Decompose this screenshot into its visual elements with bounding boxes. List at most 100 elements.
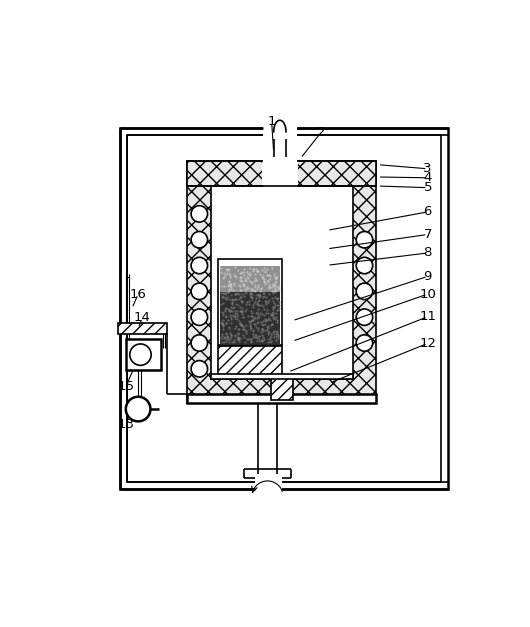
Point xyxy=(264,283,273,293)
Point xyxy=(269,288,278,298)
Point xyxy=(235,333,244,343)
Point xyxy=(232,294,241,304)
Point xyxy=(248,310,256,320)
Text: 4: 4 xyxy=(423,171,432,184)
Text: 3: 3 xyxy=(423,162,432,176)
Point xyxy=(253,284,262,294)
Point xyxy=(263,270,272,280)
Point xyxy=(238,275,246,285)
Point xyxy=(237,285,245,295)
Point xyxy=(275,300,283,310)
Point xyxy=(268,293,277,303)
Point xyxy=(247,334,255,344)
Point xyxy=(269,313,277,323)
Point xyxy=(251,275,260,285)
Point xyxy=(227,330,235,340)
Point xyxy=(262,308,270,318)
Point xyxy=(258,320,267,330)
Point xyxy=(271,314,279,324)
Point xyxy=(237,297,246,307)
Point xyxy=(264,334,273,344)
Point xyxy=(219,272,228,282)
Point xyxy=(272,294,281,304)
Point xyxy=(252,333,261,343)
Point xyxy=(272,285,280,295)
Point xyxy=(241,276,250,286)
Point xyxy=(267,308,276,318)
Point xyxy=(222,289,231,299)
Point xyxy=(271,273,279,283)
Point xyxy=(231,308,239,318)
Point xyxy=(231,262,240,272)
Point xyxy=(264,313,273,323)
Point xyxy=(266,315,274,325)
Point xyxy=(236,292,245,302)
Point xyxy=(247,335,255,345)
Point xyxy=(219,290,227,300)
Point xyxy=(246,270,254,280)
Point xyxy=(219,322,227,332)
Point xyxy=(251,275,260,285)
Circle shape xyxy=(191,361,208,377)
Point xyxy=(271,327,280,337)
Point xyxy=(267,310,276,320)
Point xyxy=(222,329,231,339)
Point xyxy=(224,287,232,297)
Point xyxy=(219,288,228,298)
Point xyxy=(238,330,247,340)
Point xyxy=(245,321,254,331)
Point xyxy=(258,330,266,340)
Point xyxy=(253,317,262,327)
Point xyxy=(242,287,250,297)
Point xyxy=(272,293,281,303)
Point xyxy=(272,308,280,318)
Point xyxy=(237,308,246,319)
Point xyxy=(263,315,271,325)
Circle shape xyxy=(191,206,208,222)
Point xyxy=(246,292,255,302)
Text: 11: 11 xyxy=(419,310,436,323)
Circle shape xyxy=(130,344,151,366)
Point xyxy=(261,325,269,335)
Point xyxy=(218,298,227,308)
Point xyxy=(246,324,254,334)
Point xyxy=(235,335,244,345)
Point xyxy=(250,275,259,285)
Point xyxy=(222,329,231,339)
Point xyxy=(264,295,273,305)
Point xyxy=(267,308,275,319)
Point xyxy=(244,273,253,283)
Point xyxy=(234,324,243,334)
Point xyxy=(248,289,257,299)
Point xyxy=(236,275,245,285)
Point xyxy=(247,324,255,334)
Point xyxy=(225,283,233,293)
Point xyxy=(227,297,236,307)
Point xyxy=(252,266,261,276)
Circle shape xyxy=(356,283,373,300)
Circle shape xyxy=(191,231,208,248)
Point xyxy=(246,288,254,298)
Point xyxy=(253,336,261,346)
Point xyxy=(237,273,245,283)
Point xyxy=(231,290,239,300)
Point xyxy=(236,307,244,317)
Point xyxy=(223,331,231,341)
Point xyxy=(259,316,268,326)
Point xyxy=(250,313,259,323)
Point xyxy=(247,316,255,326)
Point xyxy=(275,303,283,313)
Point xyxy=(226,329,234,339)
Point xyxy=(242,283,251,293)
Point xyxy=(252,308,261,318)
Point xyxy=(218,307,226,317)
Point xyxy=(267,320,275,330)
Point xyxy=(255,331,263,341)
Bar xyxy=(271,377,293,399)
Point xyxy=(223,334,231,344)
Point xyxy=(254,296,262,306)
Point xyxy=(247,292,255,302)
Point xyxy=(252,322,260,332)
Point xyxy=(225,280,234,290)
Point xyxy=(260,266,269,276)
